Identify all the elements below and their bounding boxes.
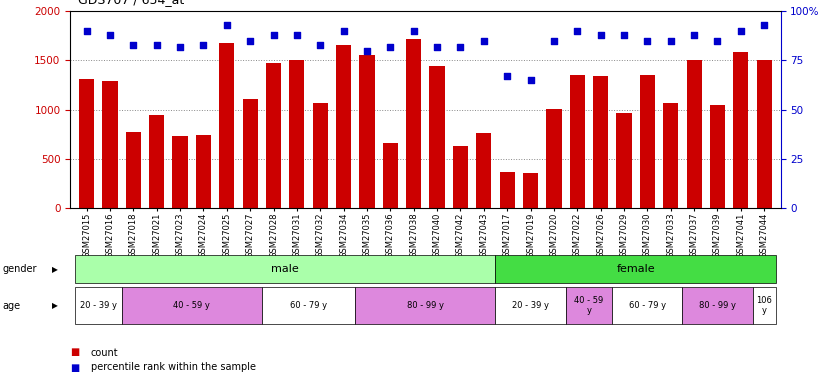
Bar: [102, 81, 117, 208]
Point: [524, 77, 537, 83]
Point: [290, 32, 303, 38]
Text: 80 - 99 y: 80 - 99 y: [699, 301, 736, 310]
Text: ■: ■: [70, 348, 79, 357]
Bar: [523, 173, 538, 208]
Point: [734, 28, 748, 34]
Bar: [126, 132, 141, 208]
Bar: [79, 79, 94, 208]
Text: 106
y: 106 y: [757, 296, 772, 315]
Text: 40 - 59 y: 40 - 59 y: [173, 301, 210, 310]
Point: [711, 38, 724, 44]
Text: percentile rank within the sample: percentile rank within the sample: [91, 363, 256, 372]
Point: [267, 32, 280, 38]
Bar: [616, 113, 632, 208]
Text: count: count: [91, 348, 118, 357]
Point: [360, 48, 373, 54]
Bar: [382, 142, 398, 208]
Bar: [149, 115, 164, 208]
Bar: [686, 60, 702, 208]
Point: [477, 38, 491, 44]
Text: GDS707 / 654_at: GDS707 / 654_at: [78, 0, 185, 6]
Bar: [733, 52, 748, 208]
Point: [664, 38, 677, 44]
Point: [594, 32, 607, 38]
Text: 20 - 39 y: 20 - 39 y: [512, 301, 549, 310]
Text: gender: gender: [2, 264, 37, 274]
Point: [430, 44, 444, 50]
Bar: [593, 76, 608, 208]
Point: [80, 28, 93, 34]
Point: [173, 44, 187, 50]
Point: [757, 22, 771, 28]
Bar: [710, 105, 725, 208]
Text: 60 - 79 y: 60 - 79 y: [629, 301, 666, 310]
Text: 60 - 79 y: 60 - 79 y: [290, 301, 327, 310]
Point: [150, 42, 164, 48]
Text: ▶: ▶: [52, 301, 58, 310]
Bar: [243, 99, 258, 208]
Bar: [359, 55, 374, 208]
Point: [407, 28, 420, 34]
Point: [103, 32, 116, 38]
Bar: [219, 43, 235, 208]
Point: [221, 22, 234, 28]
Point: [197, 42, 210, 48]
Text: age: age: [2, 301, 21, 310]
Point: [617, 32, 630, 38]
Point: [314, 42, 327, 48]
Point: [548, 38, 561, 44]
Bar: [173, 136, 188, 208]
Point: [453, 44, 467, 50]
Bar: [289, 60, 305, 208]
Text: female: female: [616, 264, 655, 274]
Point: [501, 73, 514, 79]
Point: [337, 28, 350, 34]
Text: 80 - 99 y: 80 - 99 y: [407, 301, 444, 310]
Bar: [663, 103, 678, 208]
Text: 20 - 39 y: 20 - 39 y: [80, 301, 116, 310]
Bar: [313, 103, 328, 208]
Bar: [546, 109, 562, 208]
Point: [571, 28, 584, 34]
Text: ▶: ▶: [52, 265, 58, 274]
Point: [384, 44, 397, 50]
Point: [687, 32, 700, 38]
Point: [244, 38, 257, 44]
Bar: [640, 75, 655, 208]
Bar: [196, 135, 211, 208]
Point: [641, 38, 654, 44]
Bar: [406, 39, 421, 208]
Text: 40 - 59
y: 40 - 59 y: [574, 296, 604, 315]
Bar: [570, 75, 585, 208]
Point: [126, 42, 140, 48]
Bar: [336, 45, 351, 208]
Bar: [430, 66, 444, 208]
Bar: [757, 60, 771, 208]
Bar: [266, 63, 281, 208]
Bar: [500, 172, 515, 208]
Text: male: male: [271, 264, 299, 274]
Bar: [477, 134, 491, 208]
Text: ■: ■: [70, 363, 79, 372]
Bar: [453, 146, 468, 208]
